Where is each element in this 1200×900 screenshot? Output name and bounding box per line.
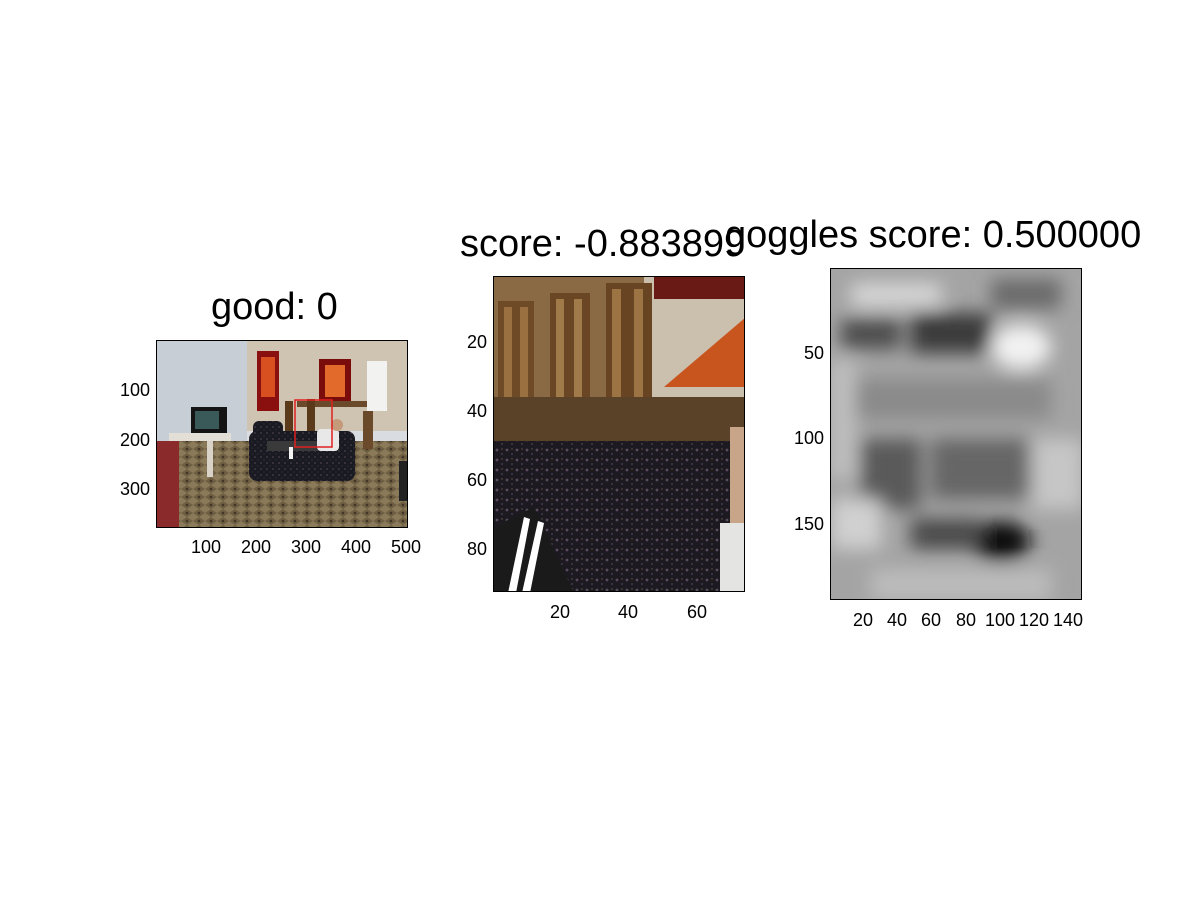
panel3-xtick: 80 xyxy=(955,610,977,630)
panel1-title: good: 0 xyxy=(211,286,338,328)
response-map xyxy=(831,269,1081,599)
panel2-ytick: 20 xyxy=(466,332,487,352)
detection-box xyxy=(294,399,333,448)
panel1-xtick: 500 xyxy=(390,537,422,557)
panel3-ytick: 150 xyxy=(793,514,824,534)
panel3-xtick: 40 xyxy=(886,610,908,630)
panel1-xtick: 300 xyxy=(290,537,322,557)
panel1-image-axes xyxy=(156,340,408,528)
panel1-ytick: 200 xyxy=(119,430,150,450)
panel3-ytick: 50 xyxy=(803,343,824,363)
panel1-xtick: 400 xyxy=(340,537,372,557)
panel3-xtick: 20 xyxy=(852,610,874,630)
panel2-ytick: 60 xyxy=(466,470,487,490)
panel3-image-axes xyxy=(830,268,1082,600)
living-room-photo xyxy=(157,341,407,527)
panel2-ytick: 40 xyxy=(466,401,487,421)
panel1-ytick: 100 xyxy=(119,380,150,400)
panel2-xtick: 40 xyxy=(617,602,639,622)
panel3-ytick: 100 xyxy=(793,428,824,448)
panel2-xtick: 20 xyxy=(549,602,571,622)
panel1-xtick: 200 xyxy=(240,537,272,557)
zoomed-crop-photo xyxy=(494,277,744,591)
panel3-xtick: 60 xyxy=(920,610,942,630)
panel2-ytick: 80 xyxy=(466,539,487,559)
panel3-title: goggles score: 0.500000 xyxy=(725,214,1142,256)
panel3-xtick: 140 xyxy=(1052,610,1084,630)
panel3-xtick: 120 xyxy=(1018,610,1050,630)
panel2-xtick: 60 xyxy=(686,602,708,622)
panel2-image-axes xyxy=(493,276,745,592)
panel1-xtick: 100 xyxy=(190,537,222,557)
panel1-ytick: 300 xyxy=(119,479,150,499)
panel3-xtick: 100 xyxy=(984,610,1016,630)
panel2-title: score: -0.883899 xyxy=(460,223,746,265)
